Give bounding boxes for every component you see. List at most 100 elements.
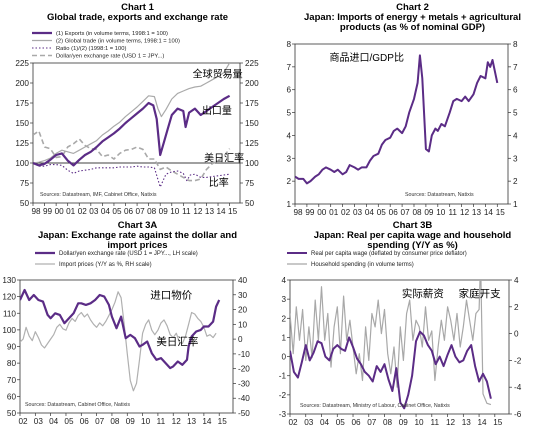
chart2-left-tick-label: 4 [286,131,291,140]
chart1-annotation: 美日汇率 [204,151,244,164]
chart3a-left-tick-label: 100 [2,326,16,335]
chart3b-right-tick-label: 4 [514,276,519,285]
chart1-x-tick-label: 00 [55,207,65,216]
chart3b-left-tick-label: 3 [281,295,286,304]
chart3b-left-tick-label: -3 [279,410,287,419]
chart2-x-tick-label: 00 [317,208,327,217]
chart1-x-tick-label: 09 [159,207,169,216]
chart1-x-tick-label: 11 [182,207,191,216]
chart2-left-tick-label: 6 [286,86,291,95]
chart2-x-tick-label: 03 [353,208,363,217]
chart2-right-tick-label: 7 [513,63,518,72]
chart3b-x-tick-label: 06 [351,418,361,427]
chart3b-left-tick-label: -2 [279,391,287,400]
chart3b-x-tick-label: 07 [367,418,377,427]
chart2-right-tick-label: 5 [513,109,518,118]
chart2-x-tick-label: 07 [401,208,411,217]
chart3b-x-tick-label: 10 [414,418,424,427]
chart3a-x-tick-label: 08 [110,417,120,426]
chart3a-left-tick-label: 90 [7,343,17,352]
chart1-x-tick-label: 13 [205,207,215,216]
chart3a-annotation: 美日汇率 [156,335,198,348]
chart3a-x-tick-label: 12 [172,417,182,426]
chart-3a-title-text: Japan: Exchange rate against the dollar … [37,230,238,251]
chart2-left-tick-label: 2 [286,177,291,186]
chart1-left-tick-label: 225 [15,59,29,68]
chart2-left-tick-label: 8 [286,40,291,49]
chart3a-right-tick-label: 30 [238,291,248,300]
chart2-x-tick-label: 98 [293,208,303,217]
chart3a-left-tick-label: 60 [7,392,17,401]
chart2-left-tick-label: 1 [286,200,291,209]
chart3b-x-tick-label: 08 [383,418,393,427]
chart1-annotation: 比率 [209,176,229,189]
chart1-left-tick-label: 50 [20,199,30,208]
chart-2-title: Chart 2 Japan: Imports of energy + metal… [293,3,532,33]
chart3b-x-tick-label: 05 [336,418,346,427]
chart-3a-title: Chart 3A Japan: Exchange rate against th… [28,221,247,251]
chart3b-left-tick-label: 0 [281,353,286,362]
chart2-x-tick-label: 05 [377,208,387,217]
chart3a-right-tick-label: 20 [238,306,248,315]
chart3b-left-tick-label: 2 [281,314,286,323]
chart3a-x-tick-label: 02 [18,417,28,426]
chart2-x-tick-label: 09 [424,208,434,217]
chart3b-right-tick-label: 2 [514,303,519,312]
chart2-x-tick-label: 06 [389,208,399,217]
chart1-right-tick-label: 175 [245,99,259,108]
chart3b-x-tick-label: 09 [399,418,409,427]
chart2-plot-frame [294,43,509,205]
chart3b-plot-frame [289,279,510,415]
chart2-x-tick-label: 12 [460,208,470,217]
chart1-left-tick-label: 125 [15,139,29,148]
chart3a-right-tick-label: -50 [238,409,250,418]
chart1-series-line-2 [33,162,230,188]
chart3a-left-tick-label: 50 [7,409,17,418]
chart3b-right-tick-label: -6 [514,410,522,419]
chart2-series-line-0 [295,54,499,185]
chart3a-source-note: Sources: Datastream, Cabinet Office, Nat… [25,402,130,408]
chart3b-x-tick-label: 14 [478,418,488,427]
chart3b-x-tick-label: 12 [446,418,456,427]
chart1-right-tick-label: 75 [245,179,255,188]
chart3a-right-tick-label: -20 [238,365,250,374]
chart3a-right-tick-label: 0 [238,335,243,344]
chart2-left-tick-label: 5 [286,109,291,118]
chart3b-left-tick-label: -1 [279,372,287,381]
chart2-right-tick-label: 3 [513,154,518,163]
chart1-left-tick-label: 100 [15,159,29,168]
chart3b-legend-label: Household spending (in volume terms) [311,262,414,268]
chart-3b-number: Chart 3B [392,220,433,231]
chart1-right-tick-label: 50 [245,199,255,208]
chart1-x-tick-label: 01 [66,207,76,216]
chart3a-left-tick-label: 70 [7,376,17,385]
chart2-x-tick-label: 11 [448,208,457,217]
chart2-x-tick-label: 08 [412,208,422,217]
chart1-x-tick-label: 03 [89,207,99,216]
chart-3a-number: Chart 3A [117,220,158,231]
chart1-right-tick-label: 150 [245,119,259,128]
chart1-x-tick-label: 14 [216,207,226,216]
chart1-x-tick-label: 10 [170,207,180,216]
chart-1-title: Chart 1 Global trade, exports and exchan… [4,3,271,23]
chart1-legend-label: Dollar/yen exchange rate (USD 1 = JPY...… [56,54,164,60]
chart3a-left-tick-label: 130 [2,276,16,285]
chart2-x-tick-label: 02 [341,208,351,217]
chart3b-series-line-0 [290,330,492,410]
chart1-x-tick-label: 15 [228,207,238,216]
chart3b-right-tick-label: 0 [514,330,519,339]
chart3a-x-tick-label: 14 [202,417,212,426]
chart3a-x-tick-label: 04 [49,417,59,426]
chart1-right-tick-label: 125 [245,139,259,148]
chart2-x-tick-label: 04 [365,208,375,217]
chart2-left-tick-label: 3 [286,154,291,163]
chart1-x-tick-label: 04 [101,207,111,216]
chart1-source-note: Sources: Datastream, IMF, Cabinet Office… [40,192,157,198]
chart1-legend-label: Ratio (1)/(2) (1998:1 = 100) [56,46,126,52]
chart1-legend-label: (2) Global trade (in volume terms, 1998:… [56,39,180,45]
chart2-annotation: 商品进口/GDP比 [330,51,404,64]
chart-1-plot: 50 75 100 125 150 175 200 225 50 75 100 125 150 175 20… [15,31,259,216]
chart3a-x-tick-label: 03 [34,417,44,426]
chart2-x-tick-label: 15 [496,208,506,217]
